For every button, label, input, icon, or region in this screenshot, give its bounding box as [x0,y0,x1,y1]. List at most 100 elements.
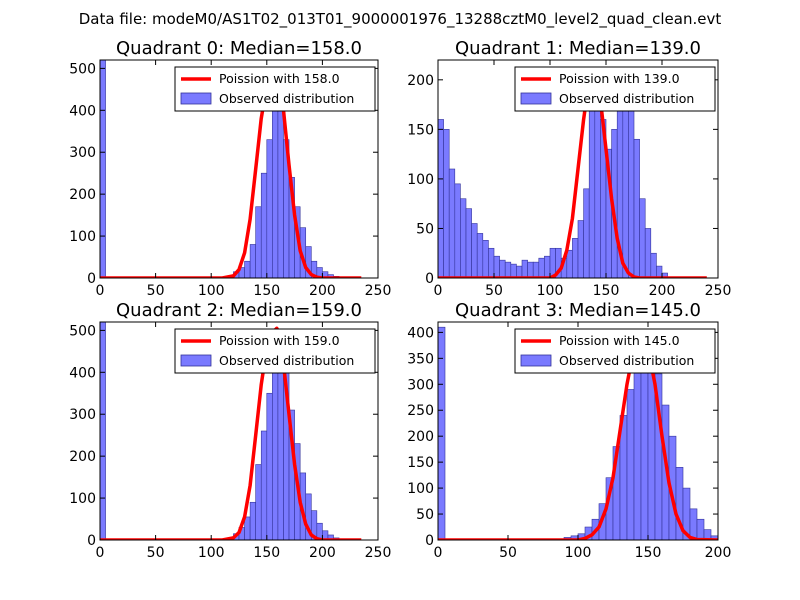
hist-bar [493,255,500,278]
hist-bar [476,233,484,278]
poisson-line [100,326,362,540]
y-tick-label: 400 [69,103,96,119]
panel-title: Quadrant 3: Median=145.0 [455,300,701,321]
hist-bar [327,534,334,540]
x-tick-label: 150 [253,283,280,299]
hist-bar [521,259,528,278]
axes-frame [99,321,379,541]
legend-bar-swatch [520,92,552,105]
x-tick-label: 200 [309,545,336,561]
hist-bar [639,198,646,278]
x-tick-label: 50 [485,283,503,299]
hist-bar [438,326,446,540]
x-tick-label: 100 [198,283,225,299]
x-tick-label: 150 [253,545,280,561]
hist-bar [516,265,523,278]
hist-bar [460,198,467,278]
plot-area [438,68,707,278]
hist-bar [454,183,461,278]
hist-bar [626,389,635,540]
y-tick-label: 200 [69,187,96,203]
hist-bar [266,392,273,540]
y-tick-label: 200 [407,429,434,445]
hist-bar [644,228,652,278]
hist-bar [277,105,284,278]
panel-title: Quadrant 1: Median=139.0 [455,38,701,59]
x-tick-label: 100 [198,545,225,561]
hist-bar [266,139,273,278]
y-tick-label: 50 [416,507,434,523]
hist-bar [100,322,106,540]
legend-bar-swatch [520,354,552,367]
hist-bar [588,109,596,278]
x-tick-label: 200 [649,283,676,299]
x-tick-label: 0 [434,545,443,561]
hist-bar [244,516,251,540]
y-tick-label: 350 [407,351,434,367]
hist-bar [482,240,489,278]
figure-suptitle: Data file: modeM0/AS1T02_013T01_90000019… [79,10,722,29]
hist-bar [650,252,657,278]
hist-bar [471,223,478,278]
y-tick-label: 250 [407,403,434,419]
hist-bar [260,172,268,278]
x-tick-label: 50 [147,283,165,299]
x-tick-label: 250 [365,283,392,299]
legend-line-label: Poission with 159.0 [219,333,340,348]
legend-bar-swatch [180,354,212,367]
hist-bar [438,119,444,278]
hist-bar [465,208,472,278]
x-tick-label: 150 [635,545,662,561]
hist-bar [244,260,251,278]
axes-frame [437,59,719,279]
y-tick-label: 0 [87,271,96,287]
y-tick-label: 300 [69,145,96,161]
legend: Poission with 139.0 Observed distribution [514,66,716,112]
x-tick-label: 150 [593,283,620,299]
panel-0: Quadrant 0: Median=158.0 0 50 100 150 200 250 0… [69,38,391,299]
plot-area [100,322,362,540]
legend-bar-label: Observed distribution [219,91,354,106]
panel-2: Quadrant 2: Median=159.0 0 50 100 150 200 250 0… [69,300,391,561]
panel-1: Quadrant 1: Median=139.0 0 50 100 150 200 250 0… [407,38,731,299]
legend-bar-label: Observed distribution [219,353,354,368]
legend-bar-label: Observed distribution [559,353,694,368]
hist-bar [656,265,663,278]
hist-bar [488,247,495,278]
hist-bar [510,263,517,278]
hist-bar [249,244,256,278]
hist-bar [689,508,698,540]
x-tick-label: 0 [96,545,105,561]
y-tick-label: 0 [425,271,434,287]
y-tick-label: 100 [407,481,434,497]
hist-bar [249,501,256,540]
y-tick-label: 100 [69,229,96,245]
x-tick-label: 200 [705,545,732,561]
hist-bar [538,257,545,278]
y-tick-label: 400 [407,325,434,341]
axes-frame [99,59,379,279]
y-tick-label: 0 [87,533,96,549]
hist-bar [583,188,590,278]
panel-title: Quadrant 0: Median=158.0 [116,38,362,59]
legend-line-label: Poission with 139.0 [559,71,680,86]
legend: Poission with 159.0 Observed distribution [174,328,376,374]
x-tick-label: 200 [309,283,336,299]
chart-panels: Quadrant 0: Median=158.0 0 50 100 150 200 250 0… [69,38,731,561]
y-tick-label: 200 [69,449,96,465]
hist-bar [622,99,629,278]
hist-bar [499,259,506,278]
x-tick-label: 50 [147,545,165,561]
y-tick-label: 400 [69,365,96,381]
legend: Poission with 145.0 Observed distribution [514,328,716,374]
y-tick-label: 100 [407,172,434,188]
legend-line-label: Poission with 158.0 [219,71,340,86]
hist-bar [572,238,579,278]
legend-bar-swatch [180,92,212,105]
y-tick-label: 300 [69,407,96,423]
legend: Poission with 158.0 Observed distribution [174,66,376,112]
x-tick-label: 250 [705,283,732,299]
legend-bar-label: Observed distribution [559,91,694,106]
x-tick-label: 250 [365,545,392,561]
x-tick-label: 100 [537,283,564,299]
